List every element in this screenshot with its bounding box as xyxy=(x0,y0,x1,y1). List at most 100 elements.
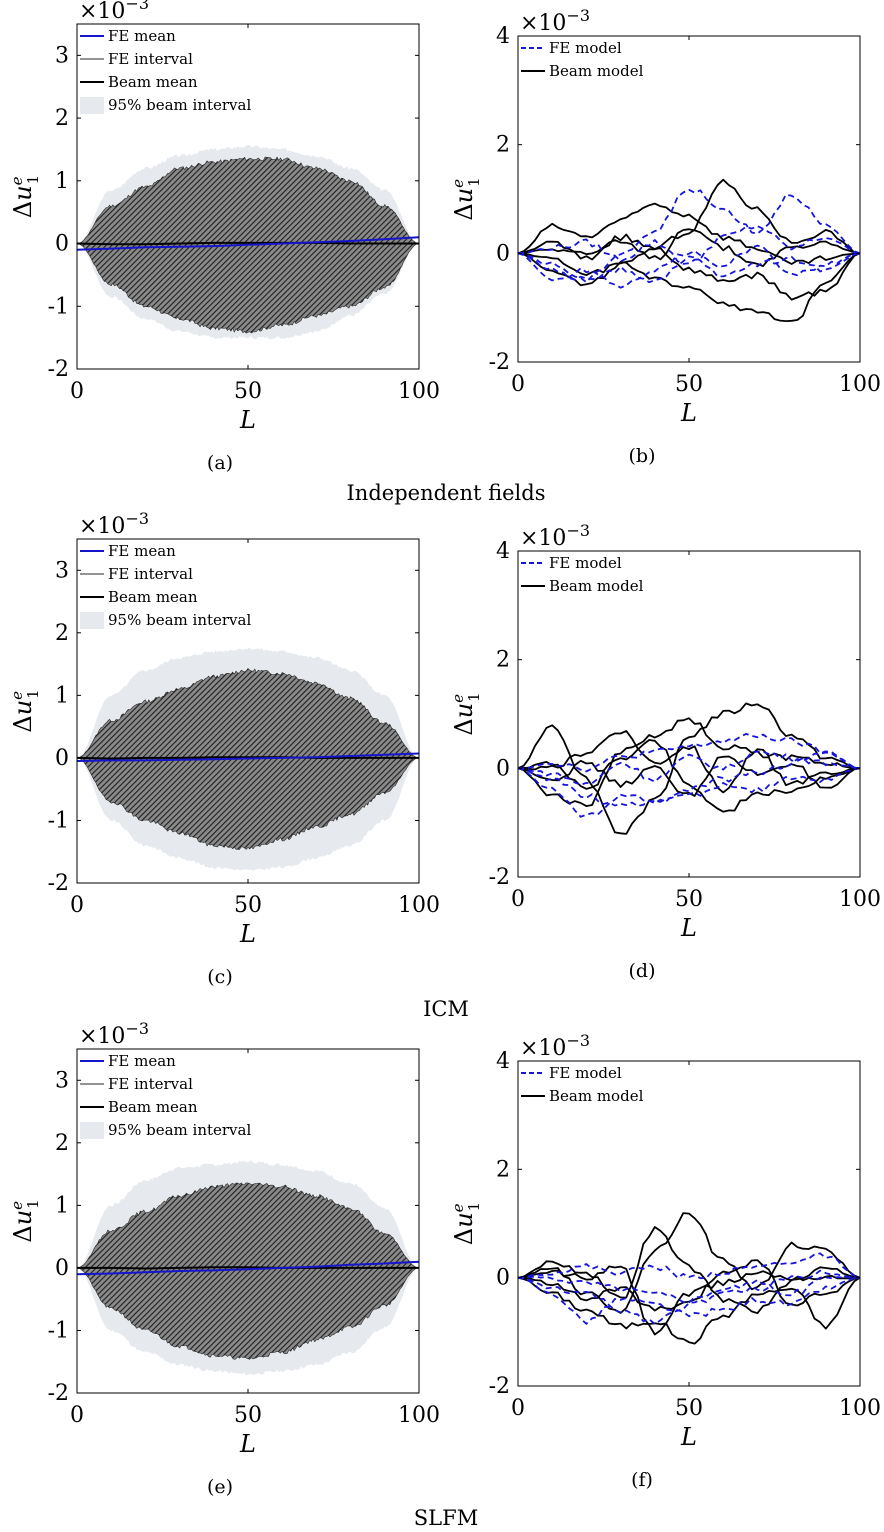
beam-model-line-1 xyxy=(518,1276,860,1345)
legend-label: Beam mean xyxy=(108,588,198,606)
legend-label: Beam mean xyxy=(108,73,198,91)
beam-model-line-4 xyxy=(518,730,860,794)
beam-model-line-1 xyxy=(518,739,860,813)
y-tick-label: -2 xyxy=(489,1374,510,1399)
fe-model-line-6 xyxy=(518,733,860,773)
legend-label: Beam model xyxy=(549,62,644,80)
y-tick-label: 0 xyxy=(55,1256,69,1281)
axes-box xyxy=(517,550,861,878)
axes-box xyxy=(517,1060,861,1387)
beam-mean-line xyxy=(77,756,419,760)
beam-model-line-2 xyxy=(518,717,860,807)
y-tick-label: -2 xyxy=(489,865,510,890)
y-tick-label: 2 xyxy=(55,106,69,131)
fe-model-line-8 xyxy=(518,750,860,786)
fe-model-line-6 xyxy=(518,1252,860,1280)
plot-area-f xyxy=(518,1212,860,1345)
y-tick-label: 3 xyxy=(55,43,69,68)
y-axis-label: Δue1 xyxy=(449,1202,483,1245)
y-tick-label: -2 xyxy=(48,357,69,382)
fe-model-line-8 xyxy=(518,252,860,284)
legend: FE model Beam model xyxy=(521,39,644,80)
legend: FE model Beam model xyxy=(521,554,644,595)
legend-label: FE mean xyxy=(108,27,176,45)
fe-model-line-8 xyxy=(518,1275,860,1304)
legend-beam-interval-swatch xyxy=(80,1122,104,1139)
chart-panel-c: 0 50 100 -2 -1 0 1 2 3 ×10−3 L Δue1 (c) FE mean FE int… xyxy=(8,509,440,988)
y-tick-label: -2 xyxy=(489,350,510,375)
fe-model-line-5 xyxy=(518,751,860,807)
y-tick-label: 1 xyxy=(55,683,69,708)
legend-label: Beam model xyxy=(549,1087,644,1105)
y-tick-label: 2 xyxy=(55,1131,69,1156)
x-tick-label: 100 xyxy=(398,893,440,918)
x-tick-label: 50 xyxy=(675,1396,703,1421)
y-tick-label: 4 xyxy=(496,1049,510,1074)
y-tick-label: 4 xyxy=(496,24,510,49)
fe-mean-line xyxy=(77,752,419,762)
y-tick-label: -2 xyxy=(48,871,69,896)
fe-model-line-7 xyxy=(518,1269,860,1325)
y-tick-label: 3 xyxy=(55,558,69,583)
exponent-label: ×10−3 xyxy=(520,1031,590,1061)
x-axis-label: L xyxy=(680,1423,697,1451)
chart-panel-a: 0 50 100 -2 -1 0 1 2 3 ×10−3 L Δue1 (a) FE mean FE int… xyxy=(8,0,440,474)
legend-label: Beam mean xyxy=(108,1098,198,1116)
exponent-label: ×10−3 xyxy=(520,6,590,36)
x-tick-label: 0 xyxy=(70,379,84,404)
exponent-label: ×10−3 xyxy=(79,509,149,539)
legend: FE mean FE interval Beam mean 95% beam inte… xyxy=(80,1052,251,1139)
beam-model-line-0 xyxy=(518,702,860,835)
y-tick-label: 0 xyxy=(496,241,510,266)
x-tick-label: 0 xyxy=(511,1396,525,1421)
exponent-label: ×10−3 xyxy=(79,0,149,24)
x-tick-label: 50 xyxy=(675,372,703,397)
x-tick-label: 0 xyxy=(511,887,525,912)
y-tick-label: 1 xyxy=(55,169,69,194)
plot-area-b xyxy=(518,178,860,323)
legend-label: Beam model xyxy=(549,577,644,595)
legend-label: FE interval xyxy=(108,565,193,583)
y-axis-label: Δue1 xyxy=(8,175,42,218)
y-tick-label: 0 xyxy=(496,756,510,781)
x-tick-label: 50 xyxy=(675,887,703,912)
x-tick-label: 100 xyxy=(839,1396,881,1421)
x-axis-label: L xyxy=(680,914,697,942)
x-tick-label: 100 xyxy=(839,887,881,912)
legend-label: FE interval xyxy=(108,1075,193,1093)
plot-area-d xyxy=(518,702,860,835)
beam-mean-line xyxy=(77,1266,419,1270)
exponent-label: ×10−3 xyxy=(520,521,590,551)
fe-mean-line xyxy=(77,236,419,251)
panel-caption: (e) xyxy=(207,1476,233,1498)
x-tick-label: 100 xyxy=(398,379,440,404)
y-axis-label: Δue1 xyxy=(8,1199,42,1242)
y-tick-label: 2 xyxy=(496,1157,510,1182)
row-title-2: ICM xyxy=(423,997,469,1021)
fe-model-line-5 xyxy=(518,188,860,284)
y-tick-label: 1 xyxy=(55,1193,69,1218)
x-tick-label: 50 xyxy=(234,1403,262,1428)
y-tick-label: 0 xyxy=(496,1266,510,1291)
beam-model-line-2 xyxy=(518,202,860,265)
plot-area-e xyxy=(77,1160,419,1376)
legend-beam-interval-swatch xyxy=(80,97,104,114)
legend: FE mean FE interval Beam mean 95% beam inte… xyxy=(80,542,251,629)
row-title-1: Independent fields xyxy=(347,481,546,505)
legend: FE mean FE interval Beam mean 95% beam inte… xyxy=(80,27,251,114)
y-tick-label: -1 xyxy=(48,808,69,833)
y-axis-label: Δue1 xyxy=(8,689,42,732)
exponent-label: ×10−3 xyxy=(79,1019,149,1049)
beam-model-line-4 xyxy=(518,1265,860,1336)
row-title-3: SLFM xyxy=(414,1506,478,1530)
x-axis-label: L xyxy=(239,920,256,948)
legend-label: 95% beam interval xyxy=(108,611,251,629)
y-tick-label: 0 xyxy=(55,232,69,257)
y-tick-label: 4 xyxy=(496,539,510,564)
fe-model-line-7 xyxy=(518,767,860,818)
fe-interval-area xyxy=(77,1182,419,1360)
